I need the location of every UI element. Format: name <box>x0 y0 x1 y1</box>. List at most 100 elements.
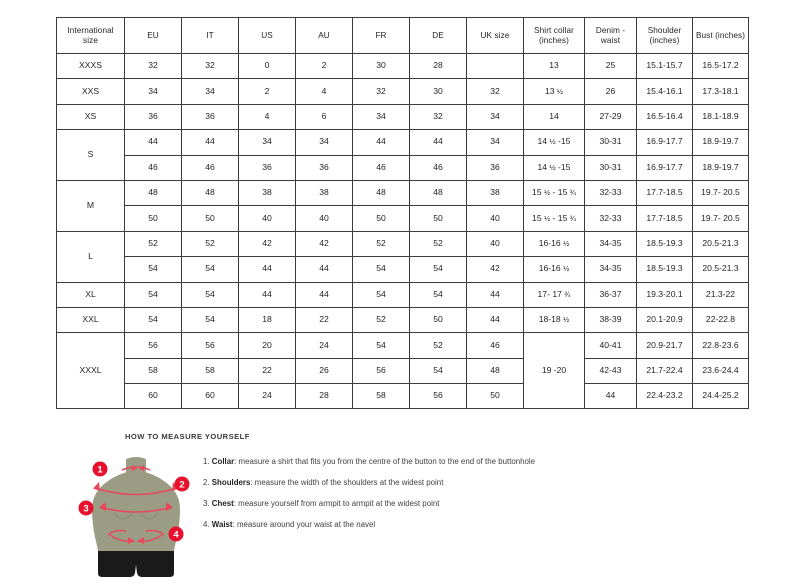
cell-eu: 48 <box>124 179 182 207</box>
fraction-glyph: ½ <box>544 213 551 223</box>
cell-international-size: XXXL <box>56 332 125 410</box>
cell-shirt-collar: 15 ½ - 15 ¾ <box>523 179 585 207</box>
cell-au: 2 <box>295 52 353 80</box>
cell-it: 54 <box>181 306 239 334</box>
table-header-row: International size EU IT US AU FR DE UK … <box>56 17 749 54</box>
cell-shirt-collar: 18-18 ½ <box>523 306 585 334</box>
fraction-glyph: ½ <box>563 264 570 274</box>
cell-fr: 48 <box>352 179 410 207</box>
cell-de: 54 <box>409 357 467 385</box>
cell-us: 2 <box>238 78 296 105</box>
mannequin-chest-contour-right <box>139 512 159 520</box>
badge-1-circle <box>92 461 108 477</box>
table-row: 58 58 22 26 56 54 48 42-43 21.7-22.4 23.6-24.4 <box>57 357 749 385</box>
measure-arrowhead-collar-left <box>132 465 137 471</box>
cell-it: 48 <box>181 179 239 207</box>
cell-eu: 36 <box>124 103 182 131</box>
column-header-shoulder: Shoulder (inches) <box>636 17 693 54</box>
cell-it: 54 <box>181 281 239 308</box>
column-header-shirt-collar: Shirt collar (inches) <box>523 17 585 54</box>
measure-item-chest: 3. Chest: measure yourself from armpit t… <box>203 499 535 508</box>
table-body: XXXS 32 32 0 2 30 28 13 25 15.1-15.7 16.5-17.2 XXS… <box>56 52 749 410</box>
cell-au: 26 <box>295 357 353 385</box>
cell-shirt-collar: 13 <box>523 52 585 80</box>
measure-arrowhead-waist-right <box>137 537 144 544</box>
cell-eu: 50 <box>124 205 182 232</box>
cell-de: 50 <box>409 306 467 334</box>
measure-item-number: 4. <box>203 519 210 529</box>
cell-us: 42 <box>238 230 296 258</box>
cell-bust: 19.7- 20.5 <box>692 179 749 207</box>
measure-arrowhead-collar-right <box>139 465 144 471</box>
cell-fr: 56 <box>352 357 410 385</box>
cell-eu: 52 <box>124 230 182 258</box>
cell-us: 22 <box>238 357 296 385</box>
column-header-fr: FR <box>352 17 410 54</box>
cell-shoulder: 16.5-16.4 <box>636 103 693 131</box>
cell-bust: 19.7- 20.5 <box>692 205 749 232</box>
table-row: 50 50 40 40 50 50 40 15 ½ - 15 ¾ 32-33 17.7-18.5 1… <box>57 205 749 232</box>
cell-eu: 58 <box>124 357 182 385</box>
cell-au: 38 <box>295 179 353 207</box>
cell-bust: 20.5-21.3 <box>692 256 749 283</box>
cell-de: 48 <box>409 179 467 207</box>
measure-arrowhead-chest-right <box>166 502 173 511</box>
cell-de: 52 <box>409 332 467 359</box>
table-row: XXL 54 54 18 22 52 50 44 18-18 ½ 38-39 20.1-20.9 22… <box>56 306 749 334</box>
cell-shirt-collar: 16-16 ½ <box>523 256 585 283</box>
measure-arrowhead-chest-left <box>99 502 106 511</box>
table-row: XXXL 56 56 20 24 54 52 46 19 -20 40-41 20.9-21.7 22… <box>56 332 749 410</box>
cell-shoulder: 16.9-17.7 <box>636 154 693 181</box>
cell-bust: 22.8-23.6 <box>692 332 749 359</box>
cell-shirt-collar: 17- 17 ¾ <box>523 281 585 308</box>
cell-bust: 23.6-24.4 <box>692 357 749 385</box>
cell-uk-size: 46 <box>466 332 524 359</box>
measure-item-waist: 4. Waist: measure around your waist at t… <box>203 520 535 529</box>
cell-denim-waist: 38-39 <box>584 306 637 334</box>
cell-bust: 22-22.8 <box>692 306 749 334</box>
measure-item-number: 3. <box>203 498 210 508</box>
column-header-au: AU <box>295 17 353 54</box>
cell-eu: 44 <box>124 129 182 156</box>
cell-au: 4 <box>295 78 353 105</box>
measure-arrow-chest <box>99 506 173 513</box>
mannequin-illustration: 1 2 3 4 <box>78 457 190 577</box>
cell-international-size: XL <box>56 281 125 308</box>
fraction-glyph: ½ <box>549 137 556 147</box>
cell-fr: 44 <box>352 129 410 156</box>
cell-shoulder: 15.4-16.1 <box>636 78 693 105</box>
cell-denim-waist: 42-43 <box>584 357 637 385</box>
table-row: 54 54 44 44 54 54 42 16-16 ½ 34-35 18.5-19.3 20.5-… <box>57 256 749 283</box>
cell-uk-size: 40 <box>466 230 524 258</box>
fraction-glyph: ¾ <box>569 213 576 223</box>
cell-us: 20 <box>238 332 296 359</box>
cell-it: 36 <box>181 103 239 131</box>
cell-shirt-collar: 16-16 ½ <box>523 230 585 258</box>
cell-fr: 34 <box>352 103 410 131</box>
table-row: 60 60 24 28 58 56 50 44 22.4-23.2 24.4-25.2 <box>57 383 749 410</box>
measure-arrow-waist-left <box>107 529 127 536</box>
measure-item-label: Collar <box>211 457 235 466</box>
table-row: M 48 48 38 38 48 48 38 15 ½ - 15 ¾ 32-33 17.7-18.5… <box>56 179 749 232</box>
cell-de: 54 <box>409 281 467 308</box>
badge-1-label: 1 <box>97 465 103 476</box>
table-row: XS 36 36 4 6 34 32 34 14 27-29 16.5-16.4 18.1-18.9 <box>56 103 749 131</box>
cell-uk-size: 50 <box>466 383 524 410</box>
fraction-glyph: ¾ <box>564 289 571 299</box>
cell-denim-waist: 34-35 <box>584 256 637 283</box>
cell-it: 56 <box>181 332 239 359</box>
cell-fr: 54 <box>352 256 410 283</box>
cell-it: 32 <box>181 52 239 80</box>
column-header-eu: EU <box>124 17 182 54</box>
column-header-us: US <box>238 17 296 54</box>
cell-au: 28 <box>295 383 353 410</box>
column-header-bust: Bust (inches) <box>692 17 749 54</box>
cell-fr: 46 <box>352 154 410 181</box>
measure-item-number: 2. <box>203 477 210 487</box>
cell-us: 24 <box>238 383 296 410</box>
cell-shirt-collar: 14 ½ -15 <box>523 129 585 156</box>
cell-denim-waist: 32-33 <box>584 179 637 207</box>
cell-it: 60 <box>181 383 239 410</box>
cell-shirt-collar: 14 <box>523 103 585 131</box>
cell-international-size: XXS <box>56 78 125 105</box>
